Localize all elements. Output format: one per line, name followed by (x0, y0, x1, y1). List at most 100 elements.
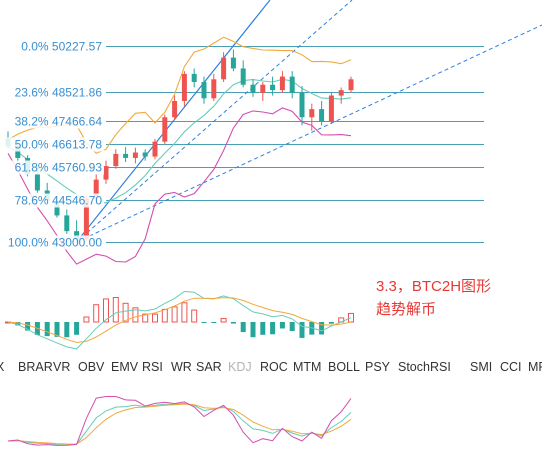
macd-bar (64, 322, 70, 338)
candle-body (260, 84, 266, 93)
macd-bar (211, 322, 217, 323)
candle-body (142, 152, 148, 157)
fib-label-bg-0 (0, 39, 104, 54)
fib-label-4: 61.8% 45760.93 (15, 161, 103, 175)
tab-psy[interactable]: PSY (365, 360, 391, 374)
annotation-line-2: 趋势解币 (376, 301, 437, 318)
macd-bar (152, 313, 158, 323)
kdj-panel (7, 396, 352, 446)
fib-label-bg-3 (0, 137, 104, 152)
candle-body (132, 152, 138, 158)
candle-body (309, 109, 315, 118)
tab-obv[interactable]: OBV (78, 360, 105, 374)
candle-body (103, 166, 109, 180)
fib-label-bg-6 (0, 235, 104, 250)
macd-bar (250, 322, 256, 338)
tab-stochrsi[interactable]: StochRSI (398, 360, 451, 374)
macd-bar (44, 322, 50, 337)
candle-body (299, 92, 305, 118)
candle-body (172, 100, 178, 118)
tab-boll[interactable]: BOLL (328, 360, 360, 374)
trend-line-dashed-1 (76, 0, 353, 243)
tab-brar[interactable]: BRAR (18, 360, 53, 374)
macd-bar (289, 322, 295, 331)
macd-bar (15, 322, 21, 326)
macd-bar (279, 322, 285, 329)
tab-x[interactable]: X (0, 360, 5, 374)
macd-dif-line (7, 290, 352, 350)
fib-label-0: 0.0% 50227.57 (21, 40, 102, 54)
candle-body (289, 76, 295, 93)
fib-label-bg-5 (0, 193, 104, 208)
macd-bar (328, 322, 334, 324)
fib-label-5: 78.6% 44546.70 (15, 194, 103, 208)
fib-label-2: 38.2% 47466.64 (15, 115, 103, 129)
macd-bar (142, 313, 149, 323)
tab-mf[interactable]: MF (528, 360, 542, 374)
candle-body (113, 153, 119, 167)
candle-body (64, 215, 70, 232)
candle-body (240, 68, 246, 85)
macd-bar (54, 322, 60, 337)
annotation-line-1: 3.3，BTC2H图形 (376, 278, 492, 295)
macd-bar (319, 322, 325, 335)
tab-sar[interactable]: SAR (196, 360, 222, 374)
candle-body (319, 109, 325, 122)
macd-bar (25, 322, 31, 331)
candle-body (201, 82, 207, 99)
macd-bar (93, 304, 100, 323)
macd-bar (161, 308, 168, 323)
tab-rsi[interactable]: RSI (142, 360, 163, 374)
tab-cci[interactable]: CCI (500, 360, 522, 374)
candle-body (15, 146, 21, 158)
candle-body (162, 117, 168, 142)
macd-bar (103, 298, 109, 323)
candle-body (328, 95, 334, 122)
kdj-k-line (7, 402, 352, 445)
tab-emv[interactable]: EMV (111, 360, 139, 374)
candle-body (152, 141, 158, 157)
tab-kdj[interactable]: KDJ (228, 360, 252, 374)
tab-mtm[interactable]: MTM (293, 360, 322, 374)
tab-roc[interactable]: ROC (260, 360, 288, 374)
fibonacci-labels: 0.0% 50227.57 23.6% 48521.86 38.2% 47466.6… (0, 39, 104, 250)
tab-wr[interactable]: WR (171, 360, 192, 374)
macd-panel (5, 290, 354, 350)
macd-bar (270, 322, 276, 335)
macd-bar (230, 322, 236, 324)
macd-bar (299, 322, 305, 338)
candle-body (270, 84, 276, 91)
fibonacci-levels (106, 46, 484, 243)
candle-body (181, 73, 187, 101)
indicator-tab-bar: X BRAR VR OBV EMV RSI WR SAR KDJ ROC MTM BOLL PSY Sto… (0, 360, 542, 380)
candle-body (93, 179, 99, 199)
macd-bar (240, 322, 246, 333)
fib-label-bg-2 (0, 114, 104, 129)
kdj-d-line (7, 403, 352, 445)
candle-body (230, 57, 236, 69)
fib-label-1: 23.6% 48521.86 (15, 86, 103, 100)
macd-bar (260, 322, 266, 335)
candle-body (54, 200, 60, 216)
kdj-j-line (7, 396, 352, 446)
fib-label-3: 50.0% 46613.78 (15, 138, 103, 152)
candle-body (191, 73, 197, 83)
candle-body (250, 84, 256, 93)
macd-bar (171, 306, 178, 323)
macd-bar (122, 302, 129, 323)
trend-line-dashed-2 (76, 24, 542, 243)
macd-bar (74, 322, 80, 335)
tab-vr[interactable]: VR (53, 360, 71, 374)
candle-body (338, 90, 344, 96)
tab-smi[interactable]: SMI (470, 360, 493, 374)
macd-bar (220, 318, 227, 323)
candle-body (221, 57, 227, 80)
macd-bar (112, 297, 119, 323)
fib-label-bg-4 (0, 160, 104, 175)
macd-bar (132, 307, 139, 323)
macd-bar (191, 309, 198, 323)
fib-label-bg-1 (0, 85, 104, 100)
macd-dea-line (7, 297, 352, 344)
